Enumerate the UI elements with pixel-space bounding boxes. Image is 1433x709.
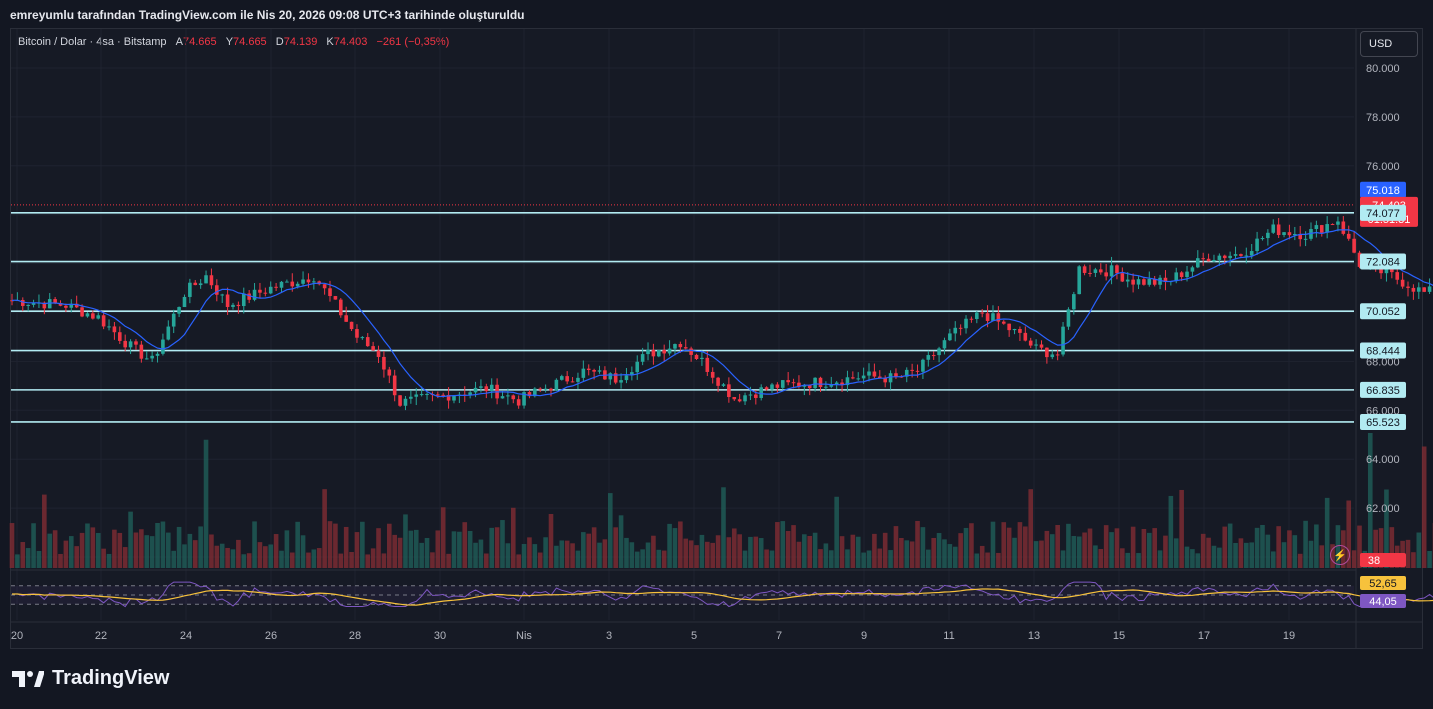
candle — [1427, 286, 1432, 292]
tradingview-logo-icon — [12, 670, 44, 687]
currency-button[interactable]: USD — [1360, 31, 1418, 57]
chart-frame — [10, 28, 1423, 649]
low-label: D — [275, 36, 284, 48]
close-value: 74.403 — [333, 36, 368, 48]
open-label: A — [175, 36, 183, 48]
symbol-name[interactable]: Bitcoin / Dolar · 4sa · Bitstamp — [18, 36, 167, 48]
high-value: 74.665 — [233, 36, 267, 48]
high-label: Y — [225, 36, 234, 48]
change-value: −261 (−0,35%) — [376, 36, 450, 48]
low-value: 74.139 — [283, 36, 318, 48]
brand-logo: TradingView — [12, 667, 169, 690]
lightning-icon[interactable]: ⚡ — [1330, 545, 1350, 565]
open-value: 74.665 — [182, 36, 217, 48]
chart-caption: emreyumlu tarafından TradingView.com ile… — [10, 8, 525, 22]
volume-bar — [1427, 550, 1432, 568]
brand-name: TradingView — [52, 667, 170, 689]
symbol-header: Bitcoin / Dolar · 4sa · Bitstamp A74.665… — [18, 36, 449, 48]
close-label: K — [326, 36, 334, 48]
